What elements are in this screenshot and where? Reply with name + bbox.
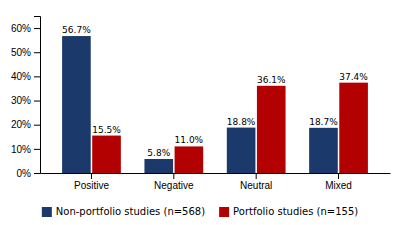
y-tick: 60% [11,23,40,34]
y-tick: 30% [11,95,40,106]
x-axis-line [41,173,391,174]
x-tick-mark [173,173,174,179]
bar [62,36,91,173]
bar [144,159,173,173]
y-tick-label: 60% [11,23,31,34]
y-tick-label: 0% [17,168,32,179]
y-tick-mark [34,149,40,150]
y-tick-mark [34,173,40,174]
y-tick-mark [34,101,40,102]
bar [175,146,204,173]
bar [257,86,286,173]
y-tick-mark [34,52,40,53]
x-tick: Neutral [240,173,272,191]
legend: Non-portfolio studies (n=568) Portfolio s… [42,206,358,217]
data-label: 37.4% [339,72,368,82]
x-tick: Negative [154,173,194,191]
data-label: 15.5% [92,125,121,135]
bar [92,136,121,173]
bar [309,128,338,173]
bar [227,128,256,173]
y-tick: 10% [11,144,40,155]
y-tick: 20% [11,119,40,130]
y-tick-mark [34,125,40,126]
y-tick: 0% [17,168,40,179]
bar [339,83,368,173]
y-tick-label: 40% [11,71,31,82]
plot: 56.7% 5.8% 18.8% 18.7% 15.5% 11.0% 36.1% 37.4% 0… [11,17,391,192]
x-tick-mark [338,173,339,179]
x-tick-mark [256,173,257,179]
data-label: 18.7% [309,117,338,127]
legend-label: Portfolio studies (n=155) [233,206,358,217]
x-tick-mark [91,173,92,179]
chart: 56.7% 5.8% 18.8% 18.7% 15.5% 11.0% 36.1% 37.4% 0… [0,0,400,225]
data-label: 11.0% [175,135,204,145]
y-tick-label: 20% [11,119,31,130]
x-tick: Positive [74,173,109,191]
data-label: 36.1% [257,75,286,85]
y-axis-line [34,17,41,174]
y-tick-mark [34,76,40,77]
legend-swatch [42,207,52,217]
legend-item: Portfolio studies (n=155) [219,206,358,217]
x-tick-label: Neutral [240,180,272,191]
y-tick-label: 10% [11,144,31,155]
data-label: 18.8% [227,117,256,127]
data-labels: 56.7% 5.8% 18.8% 18.7% 15.5% 11.0% 36.1% 37.4% [62,25,368,158]
y-axis: 0% 10% 20% 30% 40% 50% 60% [11,17,41,179]
data-label: 56.7% [62,25,91,35]
y-tick: 40% [11,71,40,82]
legend-swatch [219,207,229,217]
x-tick-label: Negative [154,180,194,191]
bars [62,36,368,173]
x-tick: Mixed [325,173,352,191]
legend-label: Non-portfolio studies (n=568) [56,206,205,217]
y-tick-label: 30% [11,95,31,106]
x-axis: Positive Negative Neutral Mixed [41,173,391,191]
y-tick: 50% [11,47,40,58]
x-tick-label: Positive [74,180,109,191]
x-tick-label: Mixed [325,180,352,191]
y-tick-label: 50% [11,47,31,58]
data-label: 5.8% [147,148,170,158]
y-tick-mark [34,28,40,29]
legend-item: Non-portfolio studies (n=568) [42,206,205,217]
